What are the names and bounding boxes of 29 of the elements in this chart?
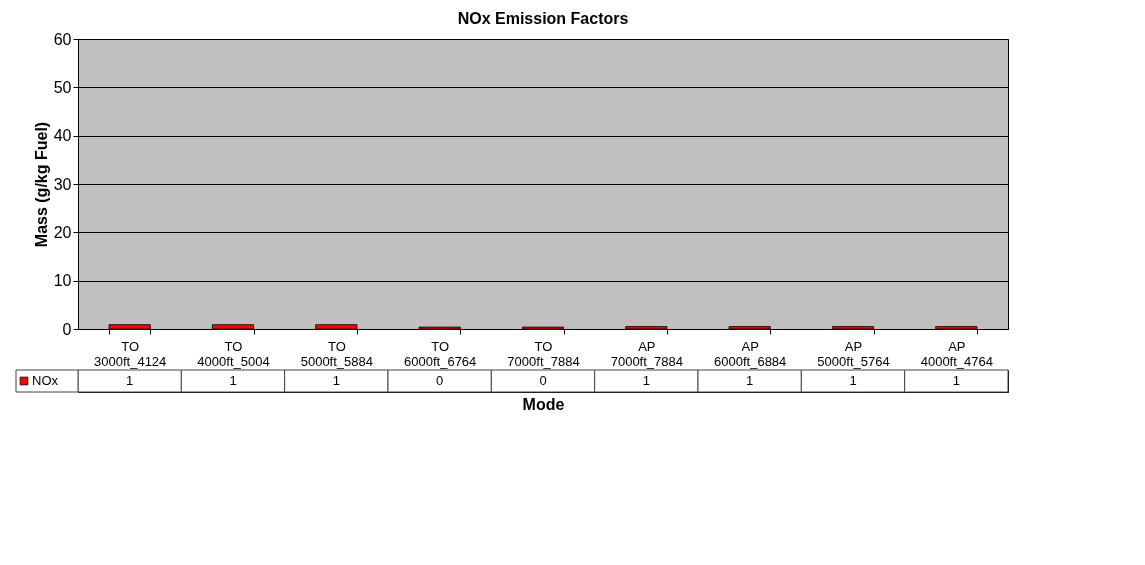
data-label: 0 (436, 373, 444, 388)
chart-title: NOx Emission Factors (457, 10, 629, 27)
data-label: 1 (229, 373, 237, 388)
y-tick-label: 0 (62, 320, 72, 338)
x-tick-label: AP 4000ft_4764 (920, 338, 993, 369)
x-tick-label: TO 7000ft_7884 (507, 338, 580, 369)
data-label: 1 (642, 373, 650, 388)
y-tick-label: 50 (53, 78, 72, 96)
y-tick-label: 40 (53, 127, 72, 145)
legend-label: NOx (32, 373, 59, 388)
x-axis-title: Mode (522, 395, 565, 413)
y-axis-title: Mass (g/kg Fuel) (32, 121, 50, 248)
y-tick-label: 60 (53, 30, 72, 48)
x-tick-label: AP 5000ft_5764 (817, 338, 890, 369)
x-tick-label: TO 4000ft_5004 (197, 338, 270, 369)
data-label: 1 (126, 373, 134, 388)
x-tick-label: AP 6000ft_6884 (714, 338, 787, 369)
data-label: 1 (849, 373, 857, 388)
data-label: 1 (746, 373, 754, 388)
x-tick-label: TO 5000ft_5884 (300, 338, 373, 369)
y-tick-label: 10 (53, 272, 72, 290)
x-tick-label: TO 3000ft_4124 (94, 338, 167, 369)
x-tick-label: AP 7000ft_7884 (610, 338, 683, 369)
data-label: 1 (332, 373, 340, 388)
data-label: 1 (952, 373, 960, 388)
data-label: 0 (539, 373, 547, 388)
y-tick-label: 20 (53, 223, 72, 241)
y-tick-label: 30 (53, 175, 72, 193)
x-tick-label: TO 6000ft_6764 (404, 338, 477, 369)
